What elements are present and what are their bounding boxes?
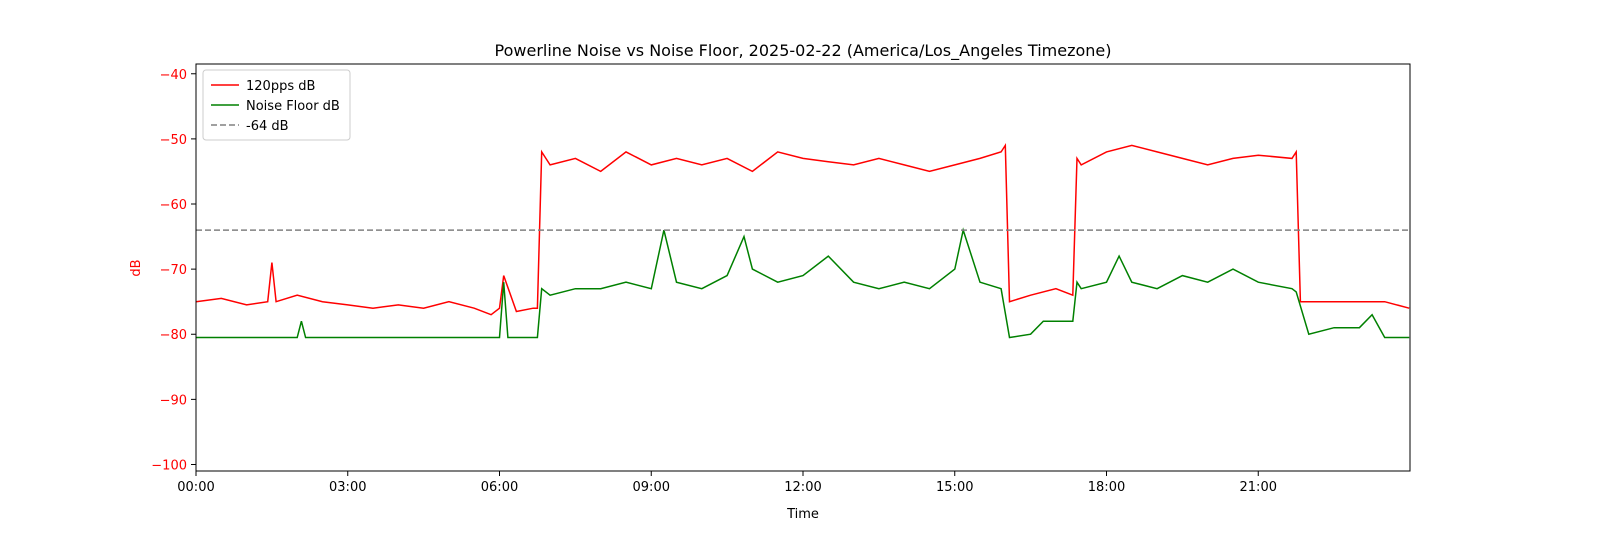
plot-frame — [195, 63, 1411, 472]
y-tick-label-6: −100 — [151, 458, 187, 473]
plot-series — [195, 142, 1410, 339]
legend-label-0: 120pps dB — [246, 79, 315, 94]
legend-label-1: Noise Floor dB — [246, 99, 340, 114]
y-tick-label-2: −60 — [160, 198, 187, 213]
legend-box — [202, 69, 351, 141]
x-ticks: 00:00 03:00 06:00 09:00 12:00 15:00 18:00 21:00 — [177, 471, 1277, 495]
legend: 120pps dB Noise Floor dB -64 dB — [202, 69, 351, 141]
x-tick-label-3: 09:00 — [633, 480, 670, 495]
x-tick-label-6: 18:00 — [1088, 480, 1125, 495]
legend-label-2: -64 dB — [246, 119, 289, 134]
y-axis-label: dB — [129, 259, 144, 276]
x-axis-label: Time — [786, 507, 819, 522]
chart-title: Powerline Noise vs Noise Floor, 2025-02-… — [495, 41, 1112, 61]
series-line-0 — [195, 142, 1410, 316]
x-tick-label-7: 21:00 — [1240, 480, 1277, 495]
series-line-1 — [196, 227, 1410, 339]
y-tick-label-1: −50 — [160, 133, 187, 148]
y-tick-label-5: −90 — [160, 393, 187, 408]
x-tick-label-0: 00:00 — [177, 480, 214, 495]
y-tick-label-3: −70 — [160, 263, 187, 278]
x-tick-label-4: 12:00 — [784, 480, 821, 495]
y-ticks: −40 −50 −60 −70 −80 −90 −100 — [151, 68, 196, 473]
x-tick-label-5: 15:00 — [936, 480, 973, 495]
y-tick-label-0: −40 — [160, 68, 187, 83]
x-tick-label-2: 06:00 — [481, 480, 518, 495]
y-tick-label-4: −80 — [160, 328, 187, 343]
x-tick-label-1: 03:00 — [329, 480, 366, 495]
